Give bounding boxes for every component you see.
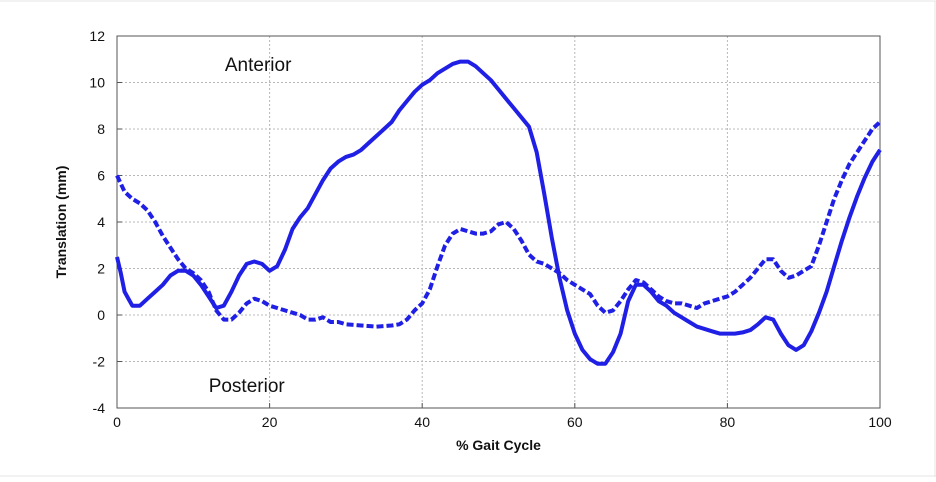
x-axis-title: % Gait Cycle	[456, 437, 541, 453]
x-tick-label: 0	[113, 414, 121, 430]
y-tick-label: 4	[97, 214, 105, 230]
x-tick-label: 80	[720, 414, 736, 430]
series-line-dashed	[115, 120, 882, 329]
x-tick-label: 40	[414, 414, 430, 430]
annotation-posterior: Posterior	[209, 376, 286, 397]
y-tick-label: 6	[97, 168, 105, 184]
x-tick-label: 20	[262, 414, 278, 430]
y-tick-label: 12	[89, 28, 105, 44]
x-tick-label: 100	[868, 414, 892, 430]
series-layer	[115, 59, 882, 366]
y-tick-label: -4	[93, 400, 106, 416]
y-tick-label: 10	[89, 75, 105, 91]
y-axis-title: Translation (mm)	[53, 166, 69, 279]
x-tick-label: 60	[567, 414, 583, 430]
series-line-solid	[115, 59, 882, 366]
y-tick-label: 8	[97, 121, 105, 137]
annotation-anterior: Anterior	[225, 55, 292, 76]
y-tick-label: 2	[97, 261, 105, 277]
y-tick-label: 0	[97, 307, 105, 323]
grid-lines	[117, 36, 880, 408]
axis-ticks: 0 20 40 60 80 100 -4 -2 0 2 4 6 8 10 12	[89, 28, 891, 430]
y-tick-label: -2	[93, 354, 106, 370]
